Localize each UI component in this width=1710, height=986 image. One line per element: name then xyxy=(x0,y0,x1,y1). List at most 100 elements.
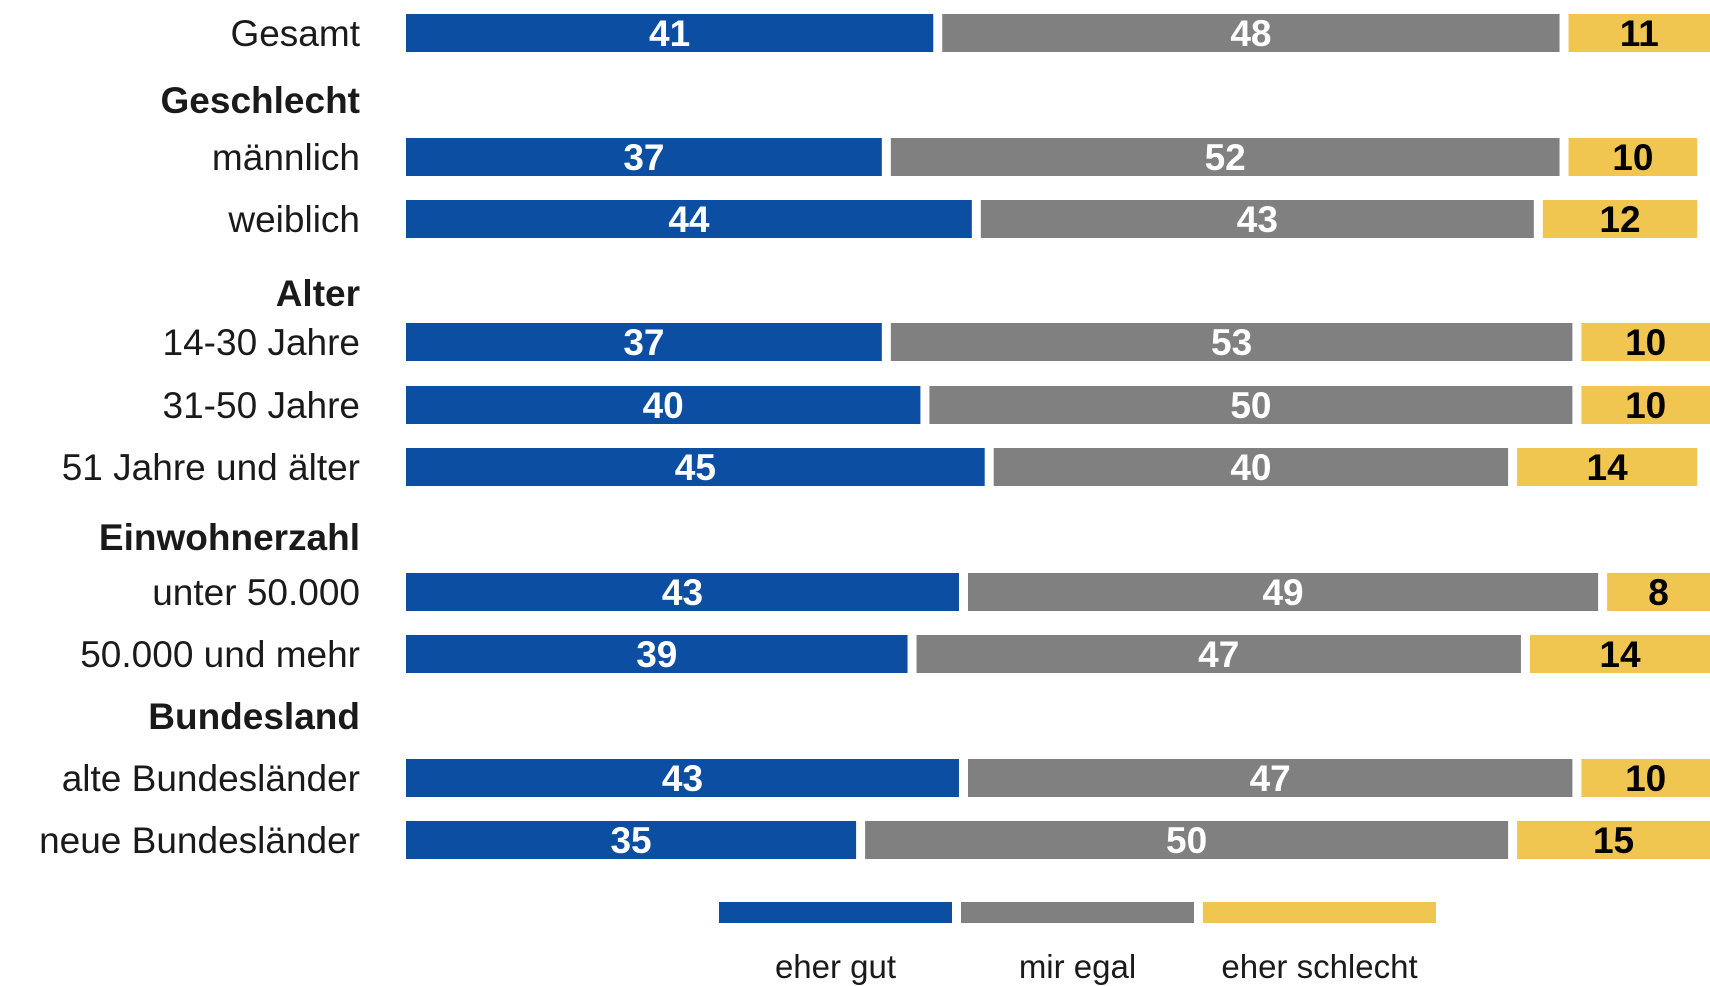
row-mannlich: männlich 37 52 10 xyxy=(212,137,1698,178)
row-label: alte Bundesländer xyxy=(62,758,360,799)
value-label-eher-schlecht: 11 xyxy=(1620,13,1659,54)
value-label-eher-gut: 39 xyxy=(636,634,677,675)
row-label: 51 Jahre und älter xyxy=(62,447,360,488)
value-label-eher-gut: 35 xyxy=(610,820,651,861)
row-50-000-und-mehr: 50.000 und mehr 39 47 14 xyxy=(80,634,1710,675)
bar-segment-eher-schlecht xyxy=(1542,200,1698,238)
value-label-eher-gut: 45 xyxy=(675,447,716,488)
value-label-mir-egal: 50 xyxy=(1166,820,1207,861)
bar-segment-mir-egal xyxy=(980,200,1534,238)
value-label-mir-egal: 40 xyxy=(1230,447,1271,488)
bar-segment-mir-egal xyxy=(865,821,1509,859)
value-label-eher-schlecht: 10 xyxy=(1625,385,1666,426)
row-31-50-jahre: 31-50 Jahre 40 50 10 xyxy=(163,385,1710,426)
group-label: Bundesland xyxy=(148,696,360,737)
value-label-eher-schlecht: 10 xyxy=(1625,322,1666,363)
row-weiblich: weiblich 44 43 12 xyxy=(227,199,1698,240)
row-label: 31-50 Jahre xyxy=(163,385,360,426)
bar-segment-mir-egal xyxy=(916,635,1521,673)
value-label-mir-egal: 49 xyxy=(1262,572,1303,613)
row-label: unter 50.000 xyxy=(152,572,360,613)
row-gesamt: Gesamt 41 48 11 xyxy=(230,13,1710,54)
value-label-mir-egal: 47 xyxy=(1250,758,1291,799)
bar-segment-eher-gut xyxy=(406,759,959,797)
bar-segment-eher-schlecht xyxy=(1581,759,1710,797)
value-label-eher-schlecht: 10 xyxy=(1625,758,1666,799)
bar-segment-mir-egal xyxy=(929,386,1573,424)
bar-segment-eher-schlecht xyxy=(1581,386,1710,424)
bar-segment-eher-schlecht xyxy=(1529,635,1710,673)
value-label-eher-gut: 43 xyxy=(662,758,703,799)
legend-label: mir egal xyxy=(1019,948,1136,985)
bar-segment-eher-gut xyxy=(406,323,882,361)
value-label-mir-egal: 50 xyxy=(1230,385,1271,426)
bar-segment-eher-gut xyxy=(406,635,908,673)
legend-label: eher gut xyxy=(775,948,896,985)
bar-segment-eher-gut xyxy=(406,448,985,486)
value-label-eher-schlecht: 15 xyxy=(1593,820,1634,861)
legend-swatch xyxy=(719,902,952,923)
row-alte-bundeslander: alte Bundesländer 43 47 10 xyxy=(62,758,1710,799)
value-label-mir-egal: 48 xyxy=(1230,13,1271,54)
group-bundesland: Bundesland xyxy=(148,696,360,737)
bar-segment-eher-schlecht xyxy=(1581,323,1710,361)
row-label: Gesamt xyxy=(230,13,360,54)
value-label-mir-egal: 52 xyxy=(1205,137,1246,178)
bar-segment-eher-gut xyxy=(406,573,959,611)
value-label-eher-gut: 37 xyxy=(623,322,664,363)
value-label-eher-schlecht: 12 xyxy=(1599,199,1640,240)
legend-item-eher-gut: eher gut xyxy=(719,902,952,985)
bar-segment-eher-gut xyxy=(406,386,921,424)
group-einwohnerzahl: Einwohnerzahl xyxy=(99,517,360,558)
value-label-eher-schlecht: 14 xyxy=(1587,447,1629,488)
bar-segment-mir-egal xyxy=(967,573,1599,611)
bar-segment-mir-egal xyxy=(993,448,1509,486)
legend-swatch xyxy=(1203,902,1436,923)
row-neue-bundeslander: neue Bundesländer 35 50 15 xyxy=(39,820,1710,861)
chart-rows: Gesamt 41 48 11 Geschlecht männlich 37 52 10 weib… xyxy=(39,13,1710,861)
value-label-eher-gut: 44 xyxy=(668,199,710,240)
group-label: Alter xyxy=(276,273,360,314)
row-label: 50.000 und mehr xyxy=(80,634,360,675)
row-unter-50-000: unter 50.000 43 49 8 xyxy=(152,572,1710,613)
row-label: männlich xyxy=(212,137,360,178)
row-51-jahre-und-alter: 51 Jahre und älter 45 40 14 xyxy=(62,447,1698,488)
row-label: weiblich xyxy=(227,199,360,240)
value-label-mir-egal: 43 xyxy=(1237,199,1278,240)
value-label-mir-egal: 47 xyxy=(1198,634,1239,675)
bar-segment-eher-schlecht xyxy=(1517,448,1698,486)
bar-segment-eher-gut xyxy=(406,200,972,238)
bar-segment-eher-gut xyxy=(406,138,882,176)
legend-item-eher-schlecht: eher schlecht xyxy=(1203,902,1436,985)
group-geschlecht: Geschlecht xyxy=(161,80,360,121)
value-label-eher-schlecht: 14 xyxy=(1599,634,1641,675)
bar-segment-mir-egal xyxy=(942,14,1560,52)
value-label-eher-gut: 40 xyxy=(643,385,684,426)
row-14-30-jahre: 14-30 Jahre 37 53 10 xyxy=(163,322,1710,363)
group-alter: Alter xyxy=(276,273,360,314)
bar-segment-mir-egal xyxy=(890,323,1573,361)
bar-segment-mir-egal xyxy=(890,138,1560,176)
bar-segment-eher-schlecht xyxy=(1568,14,1710,52)
legend-label: eher schlecht xyxy=(1221,948,1417,985)
group-label: Einwohnerzahl xyxy=(99,517,360,558)
bar-segment-eher-gut xyxy=(406,14,934,52)
legend-swatch xyxy=(961,902,1194,923)
row-label: neue Bundesländer xyxy=(39,820,360,861)
legend-item-mir-egal: mir egal xyxy=(961,902,1194,985)
value-label-eher-gut: 41 xyxy=(649,13,690,54)
value-label-mir-egal: 53 xyxy=(1211,322,1252,363)
bar-segment-eher-schlecht xyxy=(1607,573,1710,611)
group-label: Geschlecht xyxy=(161,80,360,121)
chart-legend: eher gut mir egal eher schlecht xyxy=(719,902,1436,985)
value-label-eher-gut: 37 xyxy=(623,137,664,178)
bar-segment-eher-schlecht xyxy=(1568,138,1698,176)
value-label-eher-schlecht: 10 xyxy=(1612,137,1653,178)
value-label-eher-gut: 43 xyxy=(662,572,703,613)
bar-segment-eher-gut xyxy=(406,821,857,859)
value-label-eher-schlecht: 8 xyxy=(1648,572,1669,613)
bar-segment-mir-egal xyxy=(967,759,1573,797)
row-label: 14-30 Jahre xyxy=(163,322,360,363)
bar-segment-eher-schlecht xyxy=(1517,821,1710,859)
